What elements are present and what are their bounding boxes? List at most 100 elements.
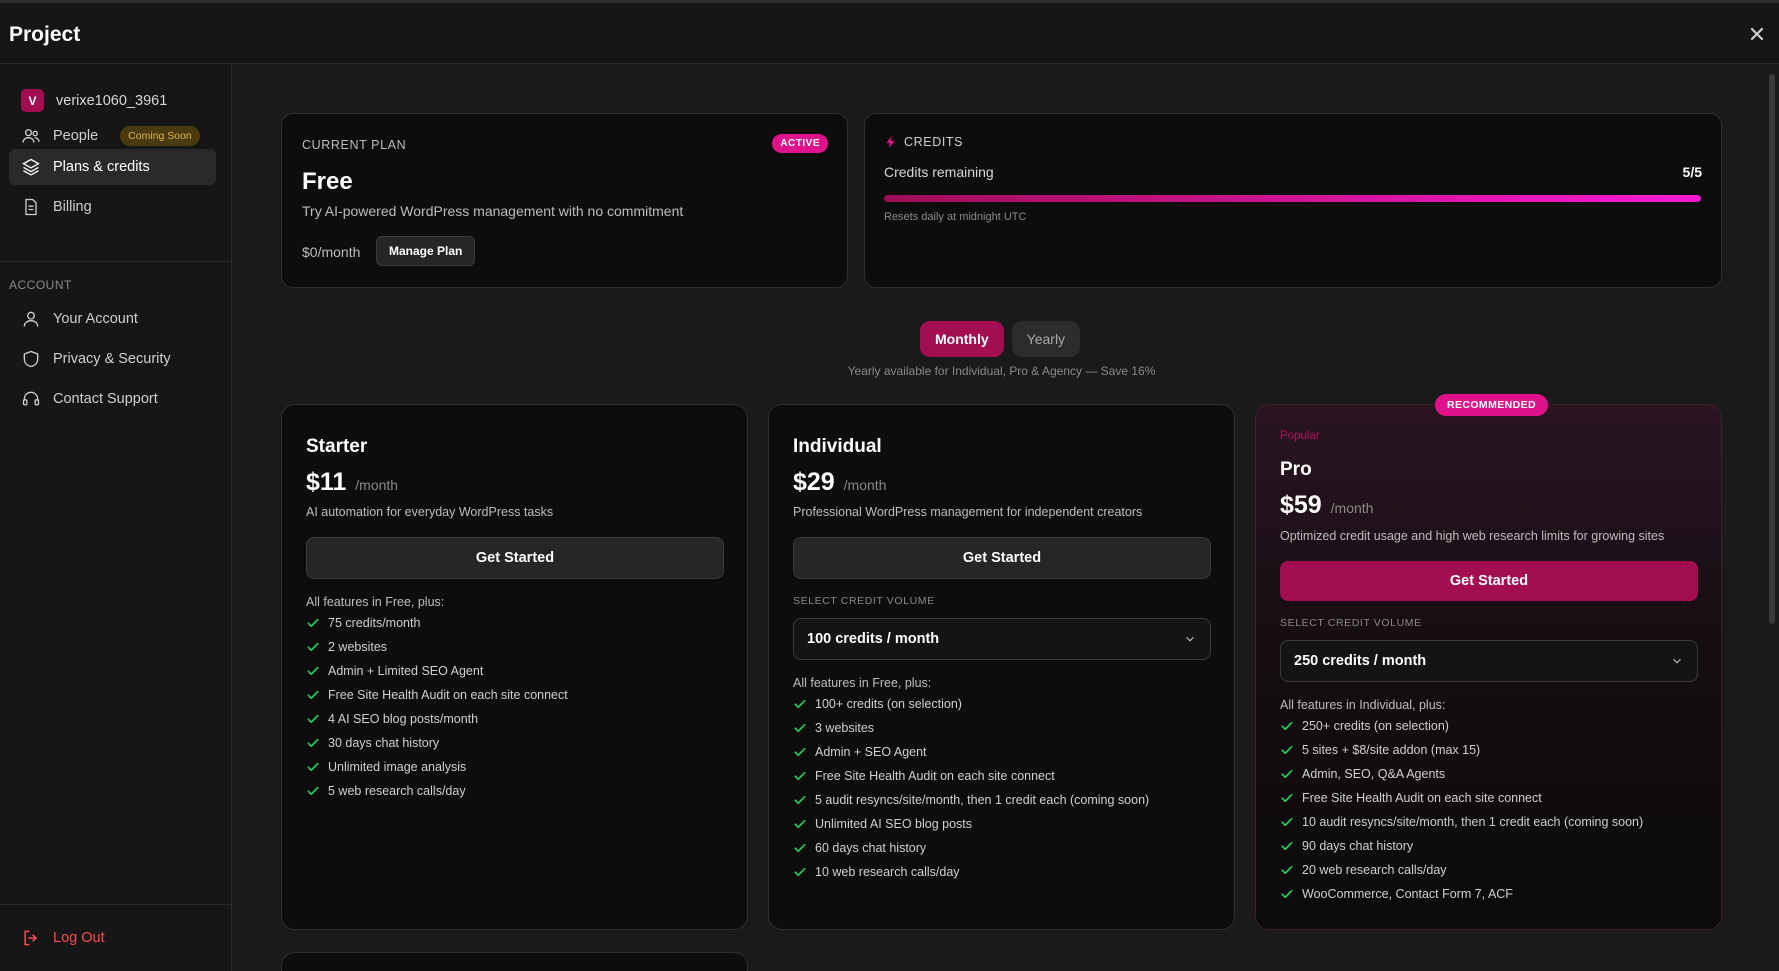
window-title: Project <box>9 23 81 46</box>
current-plan-label: CURRENT PLAN <box>302 138 407 152</box>
sidebar-item-people[interactable]: People Coming Soon <box>9 118 216 154</box>
sidebar-item-label: Plans & credits <box>53 159 150 175</box>
credit-volume-label: SELECT CREDIT VOLUME <box>1280 617 1422 629</box>
credits-progress-bar <box>884 195 1701 202</box>
feature-item: 10 audit resyncs/site/month, then 1 cred… <box>1280 810 1643 834</box>
yearly-toggle[interactable]: Yearly <box>1011 321 1081 357</box>
sidebar-item-label: Billing <box>53 199 92 215</box>
feature-item: Unlimited image analysis <box>306 755 568 779</box>
feature-item: Free Site Health Audit on each site conn… <box>793 764 1149 788</box>
tier-price: $11 /month <box>306 468 399 496</box>
layers-icon <box>22 158 40 176</box>
tier-name: Individual <box>793 436 882 457</box>
checkmark-icon <box>794 699 806 709</box>
feature-text: Admin + Limited SEO Agent <box>328 664 484 678</box>
feature-text: 5 audit resyncs/site/month, then 1 credi… <box>815 793 1150 807</box>
current-plan-card: CURRENT PLAN ACTIVE Free Try AI-powered … <box>281 113 848 288</box>
feature-item: 4 AI SEO blog posts/month <box>306 707 568 731</box>
checkmark-icon <box>307 714 319 724</box>
credit-volume-value: 100 credits / month <box>807 631 940 647</box>
checkmark-icon <box>1281 817 1293 827</box>
coming-soon-badge: Coming Soon <box>120 126 200 146</box>
get-started-button[interactable]: Get Started <box>1280 561 1698 601</box>
tier-description: Optimized credit usage and high web rese… <box>1280 529 1665 543</box>
logout-icon <box>24 930 38 946</box>
tier-description: Professional WordPress management for in… <box>793 505 1143 519</box>
checkmark-icon <box>794 795 806 805</box>
feature-text: 5 sites + $8/site addon (max 15) <box>1302 743 1481 757</box>
checkmark-icon <box>1281 841 1293 851</box>
tier-price: $59 /month <box>1280 491 1374 519</box>
scrollbar[interactable] <box>1769 74 1775 624</box>
tier-price: $29 /month <box>793 468 887 496</box>
feature-item: Free Site Health Audit on each site conn… <box>1280 786 1643 810</box>
feature-item: 20 web research calls/day <box>1280 858 1643 882</box>
feature-text: WooCommerce, Contact Form 7, ACF <box>1302 887 1513 901</box>
credits-label: CREDITS <box>904 135 964 149</box>
checkmark-icon <box>1281 769 1293 779</box>
feature-item: 100+ credits (on selection) <box>793 692 1149 716</box>
user-profile[interactable]: V verixe1060_3961 <box>21 89 167 112</box>
feature-text: 20 web research calls/day <box>1302 863 1447 877</box>
get-started-button[interactable]: Get Started <box>793 537 1211 579</box>
main-content: CURRENT PLAN ACTIVE Free Try AI-powered … <box>233 64 1779 971</box>
monthly-toggle[interactable]: Monthly <box>920 321 1004 357</box>
sidebar-item-contact-support[interactable]: Contact Support <box>9 381 216 417</box>
sidebar-item-plans-credits[interactable]: Plans & credits <box>9 149 216 185</box>
feature-item: 3 websites <box>793 716 1149 740</box>
feature-item: 250+ credits (on selection) <box>1280 714 1643 738</box>
feature-list: 75 credits/month 2 websites Admin + Limite… <box>306 611 568 803</box>
logout-button[interactable]: Log Out <box>21 928 105 948</box>
account-section-label: ACCOUNT <box>9 278 72 292</box>
credit-volume-label: SELECT CREDIT VOLUME <box>793 595 935 607</box>
feature-item: 5 sites + $8/site addon (max 15) <box>1280 738 1643 762</box>
sidebar-item-label: People <box>53 128 99 144</box>
checkmark-icon <box>1281 793 1293 803</box>
headset-icon <box>22 391 40 406</box>
credit-volume-select[interactable]: 250 credits / month <box>1280 640 1698 682</box>
close-icon[interactable]: ✕ <box>1747 22 1767 47</box>
tier-card-agency <box>281 952 748 971</box>
feature-text: 60 days chat history <box>815 841 927 855</box>
feature-text: 30 days chat history <box>328 736 440 750</box>
credits-progress-fill <box>884 195 1701 202</box>
feature-text: 100+ credits (on selection) <box>815 697 962 711</box>
lightning-icon <box>886 136 895 148</box>
popular-tag: Popular <box>1280 430 1320 442</box>
credits-count: 5/5 <box>1682 164 1702 180</box>
sidebar: V verixe1060_3961 People Coming Soon Pla… <box>0 64 232 971</box>
tier-name: Starter <box>306 436 368 457</box>
features-heading: All features in Individual, plus: <box>1280 698 1446 712</box>
sidebar-item-privacy-security[interactable]: Privacy & Security <box>9 341 216 377</box>
feature-item: Admin + Limited SEO Agent <box>306 659 568 683</box>
sidebar-item-your-account[interactable]: Your Account <box>9 301 216 337</box>
credits-header: CREDITS <box>884 135 963 149</box>
feature-text: Free Site Health Audit on each site conn… <box>815 769 1055 783</box>
checkmark-icon <box>307 786 319 796</box>
yearly-savings-note: Yearly available for Individual, Pro & A… <box>847 364 1156 378</box>
manage-plan-button[interactable]: Manage Plan <box>376 236 476 266</box>
feature-item: Admin, SEO, Q&A Agents <box>1280 762 1643 786</box>
billing-period-toggle: Monthly Yearly <box>920 321 1081 357</box>
feature-text: 10 audit resyncs/site/month, then 1 cred… <box>1302 815 1644 829</box>
plan-price: $0/month <box>302 244 361 260</box>
feature-item: 5 audit resyncs/site/month, then 1 credi… <box>793 788 1149 812</box>
feature-list: 100+ credits (on selection) 3 websites Adm… <box>793 692 1149 884</box>
checkmark-icon <box>307 690 319 700</box>
tier-description: AI automation for everyday WordPress tas… <box>306 505 554 519</box>
tier-name: Pro <box>1280 459 1312 480</box>
feature-item: Free Site Health Audit on each site conn… <box>306 683 568 707</box>
feature-item: 30 days chat history <box>306 731 568 755</box>
shield-icon <box>23 350 39 368</box>
recommended-badge: RECOMMENDED <box>1435 394 1548 416</box>
get-started-button[interactable]: Get Started <box>306 537 724 579</box>
checkmark-icon <box>794 747 806 757</box>
sidebar-item-billing[interactable]: Billing <box>9 189 216 225</box>
credits-remaining-label: Credits remaining <box>884 164 994 180</box>
feature-item: 10 web research calls/day <box>793 860 1149 884</box>
window-header: Project ✕ <box>0 0 1779 64</box>
credit-volume-select[interactable]: 100 credits / month <box>793 618 1211 660</box>
credits-reset-note: Resets daily at midnight UTC <box>884 211 1027 223</box>
checkmark-icon <box>1281 745 1293 755</box>
feature-item: 60 days chat history <box>793 836 1149 860</box>
